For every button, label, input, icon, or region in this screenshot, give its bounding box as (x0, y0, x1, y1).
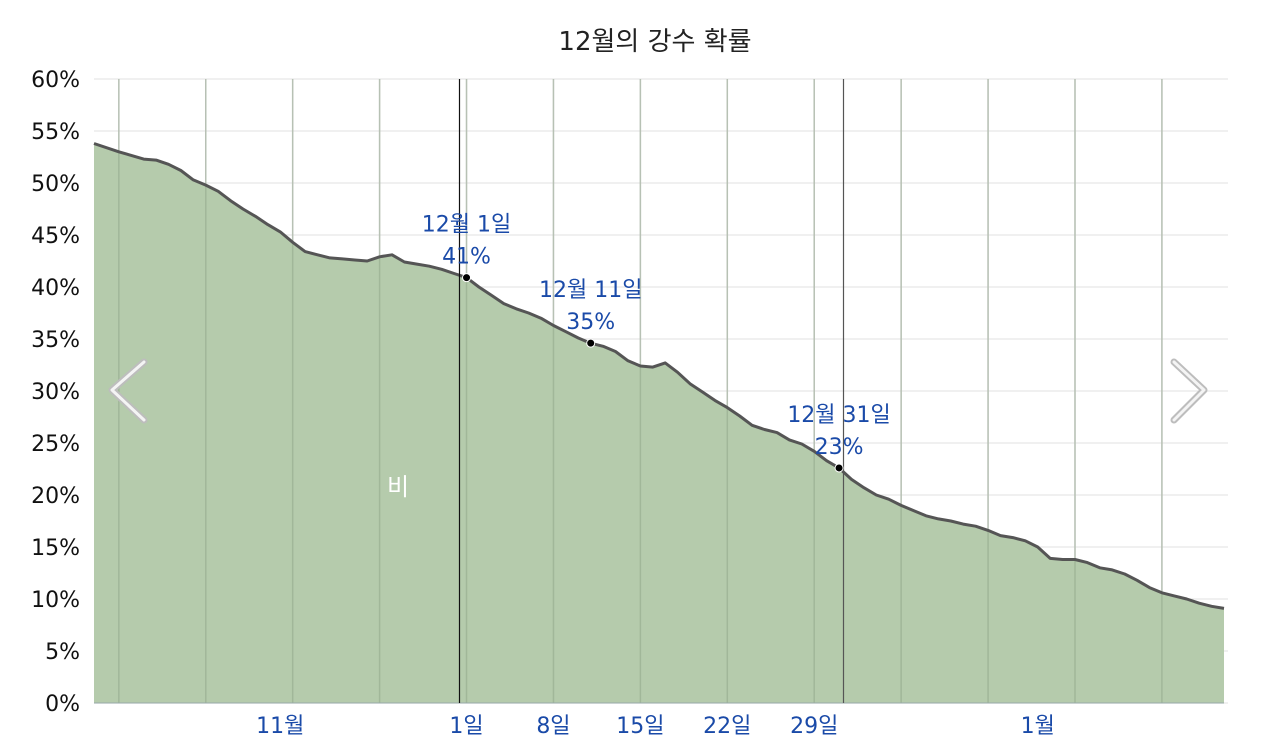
y-tick-label: 50% (31, 172, 80, 197)
series-label: 비 (387, 473, 409, 501)
y-tick-label: 20% (31, 484, 80, 509)
annotation-value: 35% (566, 310, 615, 335)
reference-lines (458, 79, 845, 703)
next-button[interactable] (1170, 358, 1208, 424)
y-tick-label: 35% (31, 328, 80, 353)
y-tick-label: 30% (31, 380, 80, 405)
series-area (93, 79, 1225, 704)
y-axis: 0% 5% 10% 15% 20% 25% 30% 35% 40% 45% 50% 55% 60% (31, 68, 80, 717)
x-tick-label: 8일 (536, 714, 570, 739)
annotation-point (586, 338, 596, 348)
x-tick-label: 15일 (616, 714, 664, 739)
series-area-fill (94, 143, 1224, 703)
y-tick-label: 55% (31, 120, 80, 145)
annotation-value: 41% (442, 245, 491, 270)
chevron-left-icon (108, 358, 148, 424)
annotations: 12월 1일 41% 12월 11일 35% 12월 31일 23% (422, 213, 891, 473)
series-line (93, 142, 1225, 610)
x-tick-label: 1일 (449, 714, 483, 739)
annotation-value: 23% (815, 435, 864, 460)
x-tick-label: 1월 (1021, 714, 1055, 739)
y-tick-label: 25% (31, 432, 80, 457)
y-tick-label: 40% (31, 276, 80, 301)
y-tick-label: 10% (31, 588, 80, 613)
y-tick-label: 60% (31, 68, 80, 93)
x-tick-label: 11월 (256, 714, 304, 739)
prev-button[interactable] (108, 358, 148, 424)
y-tick-label: 45% (31, 224, 80, 249)
y-tick-label: 0% (45, 692, 80, 717)
y-tick-label: 5% (45, 640, 80, 665)
x-tick-label: 29일 (790, 714, 838, 739)
annotation-date: 12월 11일 (539, 278, 642, 303)
annotation-point (834, 463, 844, 473)
y-tick-label: 15% (31, 536, 80, 561)
annotation-date: 12월 31일 (787, 403, 890, 428)
x-tick-label: 22일 (703, 714, 751, 739)
x-axis: 11월 1일 8일 15일 22일 29일 1월 (256, 714, 1055, 739)
chevron-right-icon (1170, 358, 1208, 424)
annotation-point (462, 273, 472, 283)
annotation-date: 12월 1일 (422, 213, 511, 238)
chart-title: 12월의 강수 확률 (558, 27, 751, 57)
